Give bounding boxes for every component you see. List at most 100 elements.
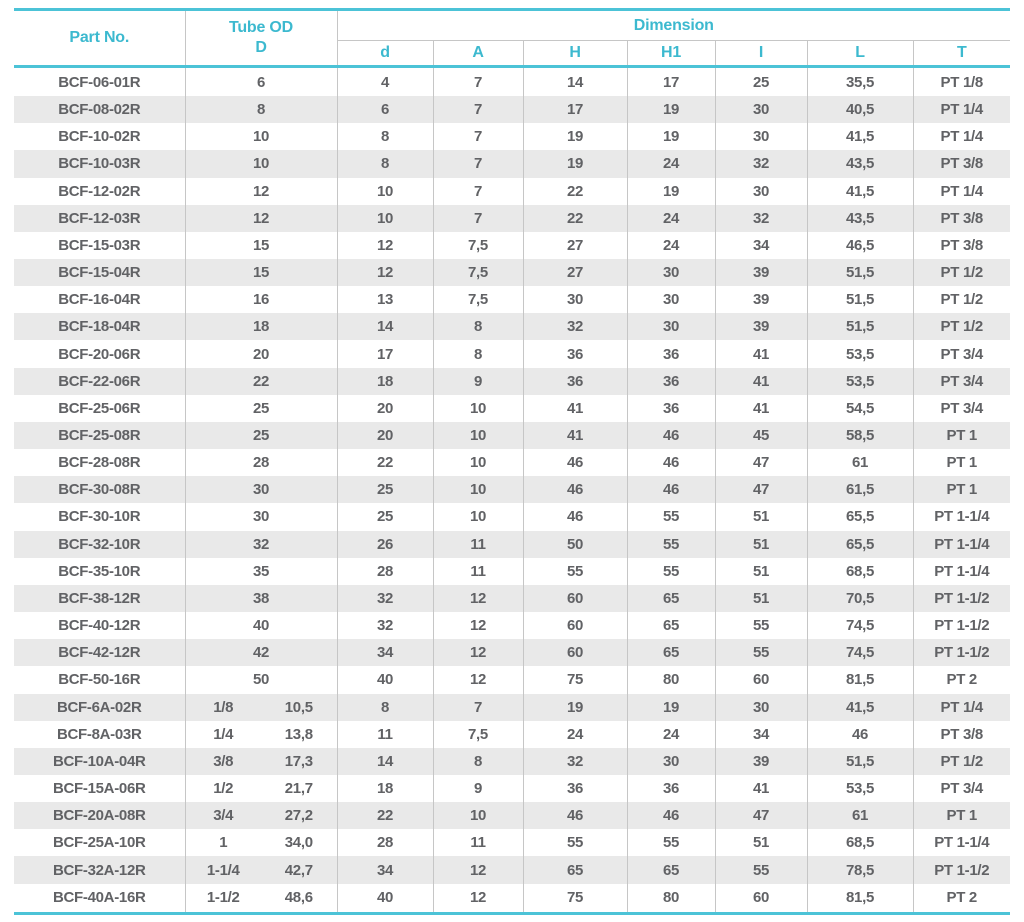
table-body: BCF-06-01R 6 4 7 14 17 25 35,5 PT 1/8 BCF-08-02R 8…: [14, 66, 1010, 914]
cell-i: 47: [715, 449, 808, 477]
cell-h1: 30: [627, 313, 716, 341]
cell-part-no: BCF-6A-02R: [14, 693, 186, 721]
cell-part-no: BCF-35-10R: [14, 557, 186, 585]
cell-tube-od: 12: [185, 177, 338, 205]
cell-tube-od: 1/2 21,7: [185, 774, 338, 803]
cell-d: 34: [337, 639, 434, 667]
cell-a: 10: [433, 394, 524, 422]
cell-t: PT 1-1/4: [934, 562, 990, 580]
cell-a: 7: [433, 96, 524, 124]
tube-od-mm-value: 10,5: [284, 698, 313, 716]
cell-t: PT 3/4: [913, 367, 1010, 395]
cell-t: PT 2: [946, 671, 978, 689]
cell-tube-od: 40: [185, 612, 338, 640]
tube-od-mm-value: 34,0: [284, 834, 313, 852]
cell-tube-od: 10: [185, 123, 338, 151]
cell-l: 53,5: [807, 340, 914, 368]
cell-d: 25: [337, 476, 434, 504]
cell-t: PT 1-1/2: [913, 639, 1010, 667]
cell-tube-od: 22: [185, 367, 338, 395]
table-row: BCF-22-06R 22 18 9 36 36 41 53,5 PT 3/4: [14, 367, 1010, 395]
cell-l: 51,5: [807, 286, 914, 314]
cell-h1: 19: [627, 693, 716, 721]
cell-h: 46: [523, 802, 628, 830]
table-row: BCF-30-10R 30 25 10 46 55 51 65,5 PT 1-1/4: [14, 503, 1010, 531]
cell-h: 60: [523, 584, 628, 613]
cell-tube-od: 50: [185, 666, 338, 694]
tube-od-label: Tube OD: [228, 19, 294, 36]
cell-a: 11: [433, 829, 524, 857]
cell-i: 51: [715, 584, 808, 613]
cell-i: 30: [715, 96, 808, 124]
table-row: BCF-40A-16R 1-1/2 48,6 40 12 75 80 60 81,5 PT 2: [14, 883, 1010, 914]
cell-t: PT 1/4: [913, 96, 1010, 124]
cell-h: 36: [523, 340, 628, 368]
cell-part-no: BCF-50-16R: [14, 666, 186, 694]
cell-l: 51,5: [807, 259, 914, 287]
tube-od-inch-value: 3/4: [213, 807, 234, 825]
tube-od-inch-value: 1/2: [213, 780, 234, 798]
cell-i: 39: [715, 259, 808, 287]
cell-tube-od: 15: [185, 259, 338, 287]
cell-t: PT 1-1/4: [934, 834, 990, 852]
cell-tube-od: 30: [185, 503, 338, 531]
cell-part-no: BCF-12-02R: [14, 177, 186, 205]
cell-t: PT 1-1/4: [913, 530, 1010, 558]
cell-i: 45: [715, 421, 808, 450]
cell-a: 9: [433, 367, 524, 395]
cell-h: 75: [523, 666, 628, 694]
cell-h1: 36: [627, 367, 716, 395]
cell-d: 13: [337, 286, 434, 314]
cell-a: 10: [433, 476, 524, 504]
cell-part-no: BCF-42-12R: [14, 639, 186, 667]
cell-part-no: BCF-8A-03R: [14, 720, 186, 748]
cell-a: 12: [433, 856, 524, 884]
cell-d: 22: [337, 449, 434, 477]
table-row: BCF-6A-02R 1/8 10,5 8 7 19 19 30 41,5 PT 1/4: [14, 693, 1010, 721]
tube-od-mm-value: 27,2: [284, 807, 313, 825]
table-row: BCF-20A-08R 3/4 27,2 22 10 46 46 47 61 PT 1: [14, 802, 1010, 830]
cell-i: 55: [715, 856, 808, 884]
table-row: BCF-42-12R 42 34 12 60 65 55 74,5 PT 1-1/2: [14, 639, 1010, 667]
cell-tube-od: 6: [185, 66, 338, 97]
cell-part-no: BCF-15-04R: [14, 259, 186, 287]
cell-a: 7,5: [433, 259, 524, 287]
col-header-i: I: [715, 40, 808, 68]
cell-t: PT 1/8: [940, 73, 984, 91]
cell-h1: 30: [627, 747, 716, 775]
cell-part-no: BCF-18-04R: [14, 313, 186, 341]
tube-od-inch-value: 1: [219, 834, 228, 852]
cell-l: 70,5: [807, 584, 914, 613]
cell-tube-od: 28: [185, 449, 338, 477]
cell-tube-od: 1/8 10,5: [185, 693, 338, 721]
cell-a: 12: [433, 612, 524, 640]
cell-a: 8: [433, 340, 524, 368]
cell-t: PT 1/4: [940, 128, 984, 146]
table-row: BCF-15-03R 15 12 7,5 27 24 34 46,5 PT 3/8: [14, 231, 1010, 259]
cell-l: 65,5: [807, 503, 914, 531]
cell-a: 12: [433, 639, 524, 667]
cell-a: 7,5: [433, 231, 524, 259]
cell-h1: 24: [627, 150, 716, 178]
cell-a: 7: [433, 66, 524, 97]
cell-h: 22: [523, 177, 628, 205]
cell-t: PT 1: [913, 476, 1010, 504]
col-header-tube-od: Tube OD D: [185, 9, 338, 68]
cell-i: 41: [715, 394, 808, 422]
table-row: BCF-35-10R 35 28 11 55 55 51 68,5 PT 1-1/4: [14, 557, 1010, 585]
cell-i: 39: [715, 747, 808, 775]
cell-h: 36: [523, 367, 628, 395]
cell-h: 19: [523, 123, 628, 151]
table-row: BCF-40-12R 40 32 12 60 65 55 74,5 PT 1-1/2: [14, 612, 1010, 640]
cell-a: 10: [433, 449, 524, 477]
cell-l: 41,5: [807, 123, 914, 151]
tube-od-inch-value: 1/4: [213, 725, 234, 743]
cell-h: 32: [523, 747, 628, 775]
cell-tube-od: 32: [185, 530, 338, 558]
cell-a: 7: [433, 693, 524, 721]
cell-tube-od: 25: [185, 394, 338, 422]
cell-a: 10: [433, 503, 524, 531]
cell-t: PT 1-1/2: [934, 617, 990, 635]
cell-h1: 80: [627, 666, 716, 694]
cell-d: 10: [337, 177, 434, 205]
